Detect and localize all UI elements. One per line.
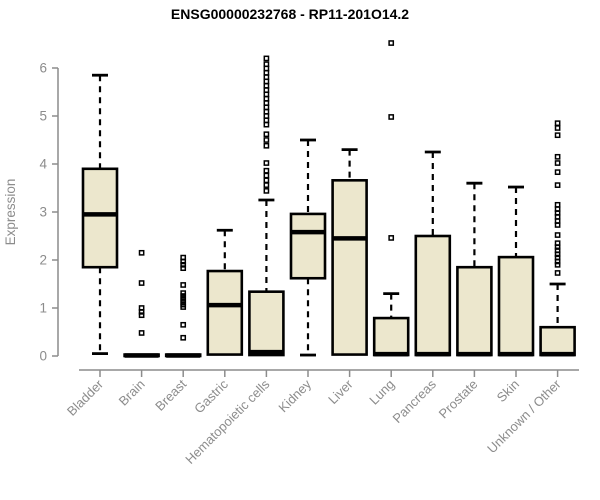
y-tick-label: 3 xyxy=(39,205,47,220)
y-axis-label: Expression xyxy=(3,179,18,246)
iqr-box xyxy=(331,179,368,356)
x-tick-label: Bladder xyxy=(64,376,107,419)
outlier-point xyxy=(263,137,270,143)
outlier-point xyxy=(138,249,145,256)
iqr-box xyxy=(372,316,410,357)
y-axis: 0 1 2 3 4 5 6 xyxy=(39,61,59,364)
outlier-point xyxy=(138,312,145,319)
outlier-point xyxy=(554,120,561,127)
x-tick-label: Skin xyxy=(494,377,522,405)
outlier-point xyxy=(554,222,561,228)
outlier-point xyxy=(263,78,270,85)
x-tick-label: Lung xyxy=(366,377,397,408)
x-tick-label: Kidney xyxy=(275,376,314,415)
outlier-point xyxy=(263,142,270,149)
x-tick-label: Breast xyxy=(152,376,189,413)
chart-title: ENSG00000232768 - RP11-201O14.2 xyxy=(171,6,409,22)
outlier-point xyxy=(180,265,187,272)
y-tick-label: 6 xyxy=(39,61,47,76)
outlier-point xyxy=(388,235,395,241)
outlier-point xyxy=(180,282,187,288)
box-brain xyxy=(123,249,160,358)
outlier-point xyxy=(180,293,187,299)
y-tick-label: 5 xyxy=(39,109,47,124)
iqr-box xyxy=(456,265,493,357)
outlier-point xyxy=(554,125,561,131)
x-tick-label: Pancreas xyxy=(389,376,439,426)
outlier-point xyxy=(554,201,561,208)
y-tick-label: 0 xyxy=(39,349,47,364)
outlier-point xyxy=(554,232,561,238)
outlier-point xyxy=(263,177,270,184)
y-tick-label: 4 xyxy=(39,157,47,172)
outlier-point xyxy=(263,167,270,174)
outlier-point xyxy=(554,251,561,258)
outlier-point xyxy=(554,258,561,265)
box-breast xyxy=(164,254,202,358)
outlier-point xyxy=(554,153,561,160)
outlier-point xyxy=(263,55,270,62)
box-skin xyxy=(497,185,535,357)
outlier-point xyxy=(388,114,395,120)
outlier-point xyxy=(263,160,270,166)
outlier-point xyxy=(180,290,187,296)
box-hematopoietic-cells xyxy=(248,55,285,357)
box-kidney xyxy=(289,138,327,357)
outlier-point xyxy=(554,213,561,220)
iqr-box xyxy=(497,255,535,357)
outlier-point xyxy=(180,258,187,265)
x-tick-label: Brain xyxy=(116,377,148,409)
outlier-point xyxy=(554,132,561,139)
box-gastric xyxy=(206,228,244,356)
outlier-point xyxy=(180,261,187,268)
outlier-point xyxy=(263,172,270,179)
iqr-box xyxy=(81,167,119,269)
outlier-point xyxy=(180,321,187,328)
outlier-point xyxy=(180,298,187,305)
box-pancreas xyxy=(414,150,452,357)
outlier-point xyxy=(138,280,145,286)
outlier-point xyxy=(388,40,395,46)
outlier-point xyxy=(554,182,561,188)
iqr-box xyxy=(414,234,452,357)
box-prostate xyxy=(456,181,493,357)
x-tick-label: Prostate xyxy=(436,377,481,422)
outlier-point xyxy=(180,304,187,310)
outlier-point xyxy=(554,270,561,276)
x-tick-label: Liver xyxy=(325,376,356,407)
outlier-point xyxy=(138,330,145,336)
x-tick-label: Unknown / Other xyxy=(484,376,564,456)
iqr-box xyxy=(289,212,327,280)
outlier-point xyxy=(263,121,270,128)
outlier-point xyxy=(180,296,187,302)
iqr-box xyxy=(206,269,244,356)
iqr-box xyxy=(248,290,285,357)
box-bladder xyxy=(81,73,119,356)
outlier-point xyxy=(554,244,561,250)
outlier-point xyxy=(554,169,561,176)
outlier-point xyxy=(138,308,145,315)
y-tick-label: 1 xyxy=(39,301,47,316)
outlier-point xyxy=(180,334,187,341)
y-tick-label: 2 xyxy=(39,253,47,268)
x-tick-label: Gastric xyxy=(191,376,231,416)
iqr-box xyxy=(539,325,576,357)
box-lung xyxy=(372,40,410,357)
outlier-point xyxy=(554,261,561,268)
outlier-point xyxy=(554,160,561,166)
box-unknown-other xyxy=(539,120,576,357)
box-liver xyxy=(331,148,368,356)
outlier-point xyxy=(263,182,270,188)
outlier-point xyxy=(263,131,270,138)
outlier-point xyxy=(263,188,270,194)
